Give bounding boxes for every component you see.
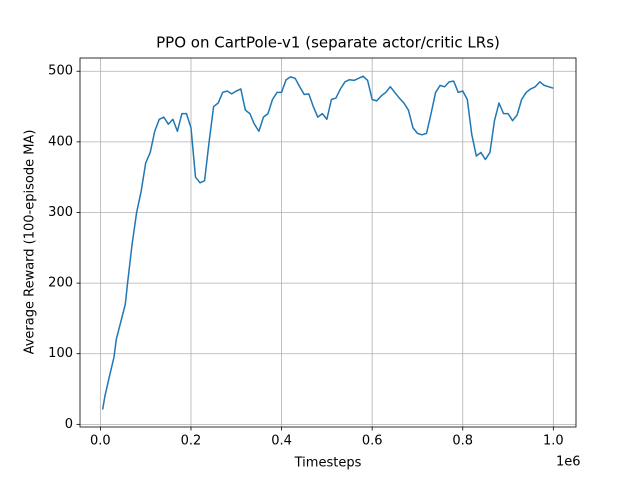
x-tick-label: 0.2 [181,434,202,449]
x-axis-label: Timesteps [294,456,362,471]
data-line [101,75,554,410]
y-axis-label: Average Reward (100-episode MA) [23,130,38,355]
x-tick-label: 0.4 [271,434,292,449]
x-tick-label: 1.0 [543,434,564,449]
x-tick-label: 0.8 [452,434,473,449]
x-tick-label: 0.0 [90,434,111,449]
chart-title: PPO on CartPole-v1 (separate actor/criti… [156,34,500,52]
plot-frame [79,57,577,428]
y-tick-label: 400 [48,134,73,149]
y-tick-label: 500 [48,64,73,79]
y-tick-label: 0 [65,417,73,432]
y-tick-label: 300 [48,205,73,220]
x-tick-label: 0.6 [362,434,383,449]
y-tick-label: 100 [48,346,73,361]
y-tick-label: 200 [48,276,73,291]
x-offset-label: 1e6 [556,455,581,470]
